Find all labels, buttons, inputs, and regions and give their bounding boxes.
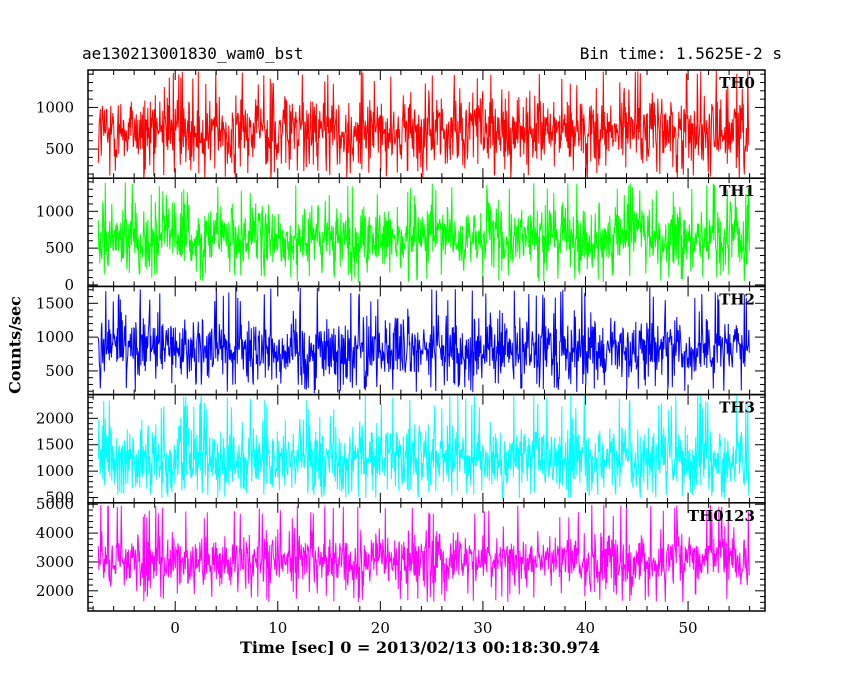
y-tick-label: 3000: [36, 553, 74, 571]
x-tick-label: 10: [268, 619, 287, 637]
x-axis-label: Time [sec] 0 = 2013/02/13 00:18:30.974: [240, 638, 600, 657]
panel-th1: 0 500 1000 TH1: [36, 177, 766, 294]
y-tick-label: 5000: [36, 495, 74, 513]
plot-title: ae130213001830_wam0_bst: [82, 44, 304, 63]
panel-label-th0: TH0: [719, 74, 755, 92]
y-tick-label: 500: [45, 140, 74, 158]
panel-label-th2: TH2: [719, 290, 755, 308]
y-tick-label: 1000: [36, 202, 74, 220]
x-tick-label: 30: [473, 619, 492, 637]
y-axis-label: Counts/sec: [5, 296, 25, 394]
series-th1: [97, 182, 750, 283]
panel-th0: 500 1000 TH0: [36, 69, 766, 179]
y-tick-label: 1000: [36, 328, 74, 346]
y-tick-label: 1000: [36, 98, 74, 116]
series-th2: [97, 286, 750, 394]
x-tick-label: 0: [170, 619, 180, 637]
panel-label-th3: TH3: [719, 399, 755, 417]
bin-time-label: Bin time: 1.5625E-2 s: [579, 44, 782, 63]
x-tick-label: 50: [679, 619, 698, 637]
y-tick-label: 500: [45, 489, 74, 507]
panel-label-th0123: TH0123: [688, 507, 755, 525]
y-tick-label: 1500: [36, 294, 74, 312]
panel-th3: 500 1000 1500 2000 TH3: [36, 393, 766, 507]
panel-th0123: 2000 3000 4000 5000 TH0123: [36, 495, 766, 612]
panel-label-th1: TH1: [719, 182, 755, 200]
series-th0: [97, 70, 750, 179]
panel-th2: 500 1000 1500 TH2: [36, 285, 766, 396]
y-tick-label: 2000: [36, 582, 74, 600]
panel-frame: [87, 502, 766, 612]
y-tick-label: 1000: [36, 462, 74, 480]
y-tick-label: 4000: [36, 524, 74, 542]
x-tick-label: 40: [576, 619, 595, 637]
y-tick-label: 1500: [36, 436, 74, 454]
series-th3: [97, 394, 750, 500]
y-tick-label: 500: [45, 239, 74, 257]
y-tick-label: 2000: [36, 409, 74, 427]
series-th0123: [97, 504, 750, 603]
x-tick-label: 20: [371, 619, 390, 637]
y-tick-label: 0: [64, 276, 74, 294]
y-tick-label: 500: [45, 362, 74, 380]
